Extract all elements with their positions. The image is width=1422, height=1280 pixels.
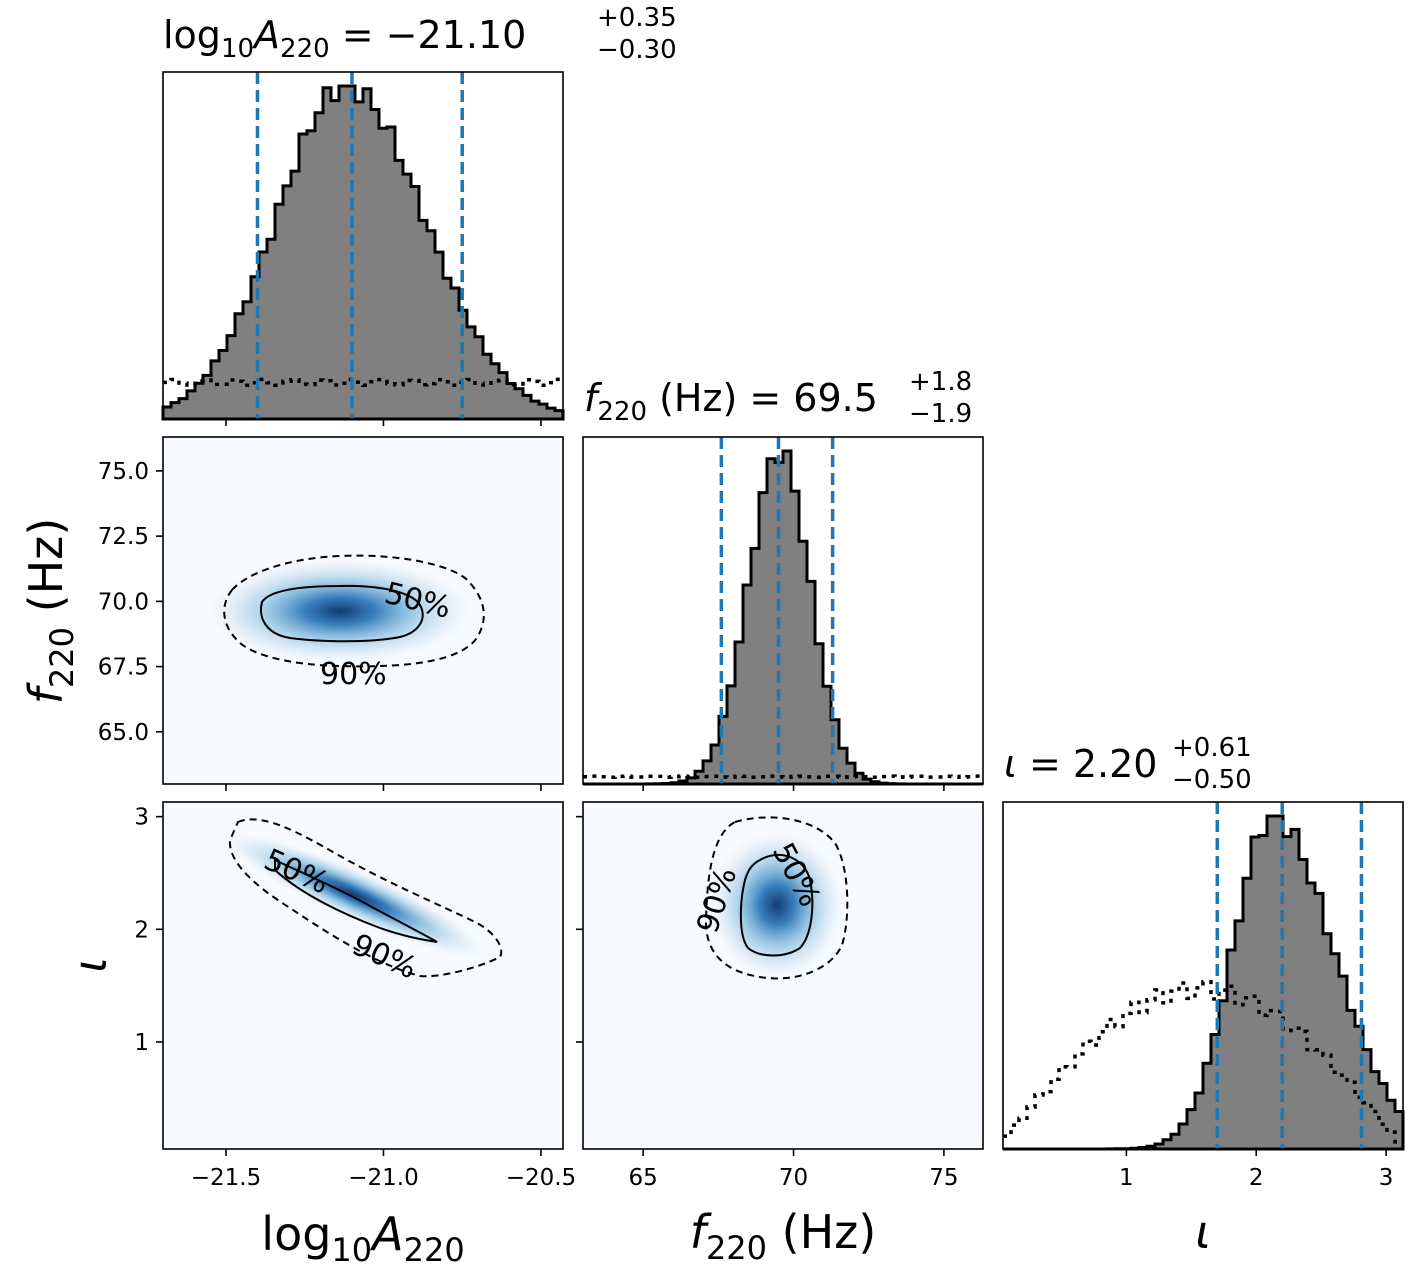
contour-90 [228,818,503,978]
y-tick-label: 75.0 [98,459,149,485]
density-blob [707,827,847,983]
density-f-iota [707,827,847,983]
title-f-lower: −1.9 [909,399,972,429]
title-logA-upper: +0.35 [597,3,677,33]
x-tick-label: 65 [629,1165,658,1191]
posterior-histogram [583,449,983,786]
density-blob [217,829,493,961]
density-logA-f [200,556,480,666]
y-tick-label: 65.0 [98,720,149,746]
panel-frame-logA [162,71,564,420]
density-logA-iota [217,829,493,961]
title-f: f220 (Hz) = 69.5 [584,376,878,427]
y-tick-label: 67.5 [98,655,149,681]
xlabel-logA: log10A220 [261,1207,464,1269]
y-tick-label: 2 [134,917,149,943]
title-logA: log10A220 = −21.10 [163,13,526,64]
contour-50 [739,853,814,957]
histogram-logA [161,72,565,421]
y-tick-label: 72.5 [98,524,149,550]
histogram-iota [1003,802,1405,1151]
x-tick-label: 70 [779,1165,808,1191]
panel-frame-iota [1002,801,1404,1150]
title-iota-lower: −0.50 [1172,765,1252,795]
title-iota: ι = 2.20 [1004,742,1157,786]
contour-50 [274,858,438,943]
xlabel-iota: ι [1195,1205,1211,1259]
ylabel-iota: ι [63,957,117,973]
contour-label-90: 90% [320,657,387,692]
ylabel-f: f220 (Hz) [19,518,81,705]
x-tick-label: 75 [929,1165,958,1191]
axis-ticks: −21.5 −21.0 −20.5 65 70 75 1 2 3 65.0 67.5 70.0 72.5… [98,419,1394,1191]
x-tick-label: 2 [1249,1165,1264,1191]
title-f-upper: +1.8 [909,367,972,397]
contour-90 [704,816,849,980]
x-tick-label: −21.0 [348,1165,418,1191]
panel-frame-f [582,436,984,785]
prior-histogram [583,774,983,780]
panel-frame-logA-f [162,436,564,785]
panel-frame-f-iota [582,801,984,1150]
x-tick-label: −21.5 [191,1165,261,1191]
title-iota-upper: +0.61 [1172,733,1252,763]
density-blob [200,556,480,666]
x-tick-label: 1 [1119,1165,1134,1191]
x-tick-label: 3 [1379,1165,1394,1191]
xlabel-f: f220 (Hz) [690,1205,877,1267]
joint-bg-logA-iota [163,802,563,1149]
prior-histogram [163,377,563,388]
y-tick-label: 1 [134,1030,149,1056]
title-logA-lower: −0.30 [597,35,677,65]
histogram-f [583,437,983,786]
y-tick-label: 70.0 [98,589,149,615]
x-tick-label: −20.5 [506,1165,576,1191]
contour-50 [260,584,424,643]
y-tick-label: 3 [134,805,149,831]
panel-frame-logA-iota [162,801,564,1150]
posterior-histogram [161,84,565,421]
contour-90 [223,554,485,668]
prior-histogram [1003,980,1403,1144]
